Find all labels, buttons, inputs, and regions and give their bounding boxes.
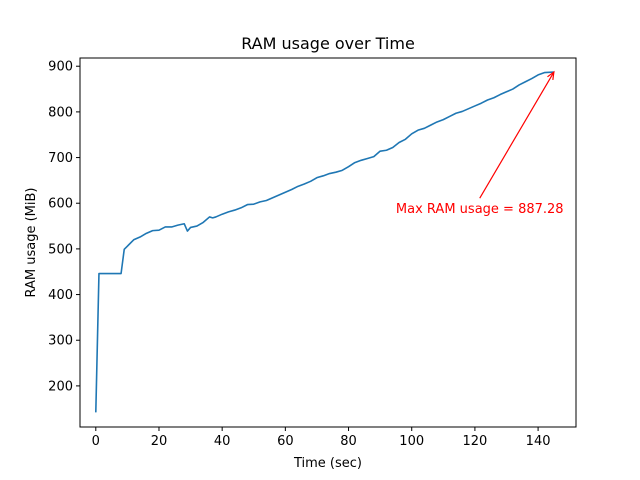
- x-tick-label: 80: [340, 434, 357, 449]
- x-tick-label: 140: [526, 434, 551, 449]
- x-axis-label: Time (sec): [293, 456, 362, 471]
- y-tick-label: 400: [48, 288, 73, 303]
- annotation-text: Max RAM usage = 887.28: [396, 202, 564, 217]
- x-tick-label: 0: [92, 434, 100, 449]
- chart-title: RAM usage over Time: [241, 34, 415, 53]
- y-tick-label: 800: [48, 105, 73, 120]
- x-tick-label: 20: [151, 434, 168, 449]
- y-tick-label: 500: [48, 242, 73, 257]
- y-tick-label: 600: [48, 197, 73, 212]
- plot-frame: [79, 57, 577, 428]
- annotation-arrow-shaft: [479, 71, 555, 199]
- annotation-arrow-head: [547, 70, 555, 81]
- ram-usage-line: [95, 71, 554, 413]
- x-tick-label: 100: [399, 434, 424, 449]
- x-tick-label: 60: [277, 434, 294, 449]
- y-axis-ticks: 200 300 400 500 600 700 800 900: [48, 60, 80, 394]
- y-tick-label: 900: [48, 60, 73, 75]
- x-tick-label: 120: [462, 434, 487, 449]
- y-tick-label: 700: [48, 151, 73, 166]
- y-axis-label: RAM usage (MiB): [24, 188, 39, 298]
- y-tick-label: 200: [48, 379, 73, 394]
- y-tick-label: 300: [48, 334, 73, 349]
- x-axis-ticks: 0 20 40 60 80 100 120 140: [92, 427, 551, 449]
- x-tick-label: 40: [214, 434, 231, 449]
- plot-area: [80, 58, 576, 427]
- max-annotation: Max RAM usage = 887.28: [396, 70, 564, 217]
